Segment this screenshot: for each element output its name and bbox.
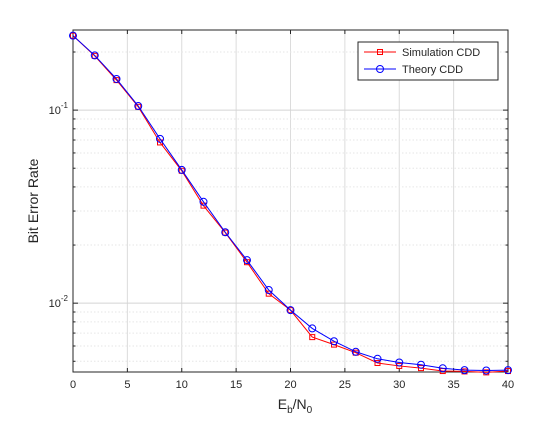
data-point-theory-cdd xyxy=(112,74,121,83)
y-axis-label: Bit Error Rate xyxy=(25,158,41,243)
x-tick-label: 20 xyxy=(284,379,296,391)
x-axis-label-slash: /N xyxy=(293,396,307,412)
x-axis-label: Eb/N0 xyxy=(278,396,313,416)
series-theory-cdd xyxy=(69,31,512,375)
data-point-theory-cdd xyxy=(417,360,425,369)
x-tick-label: 0 xyxy=(70,379,76,391)
data-point-theory-cdd xyxy=(482,366,491,375)
data-point-theory-cdd xyxy=(286,306,295,315)
data-point-simulation-cdd xyxy=(222,229,229,236)
data-point-simulation-cdd xyxy=(70,32,76,39)
data-point-theory-cdd xyxy=(308,324,317,333)
data-point-simulation-cdd xyxy=(331,341,337,348)
data-point-simulation-cdd xyxy=(91,52,98,59)
data-point-theory-cdd xyxy=(460,366,469,375)
data-point-simulation-cdd xyxy=(265,290,272,297)
y-tick-label: 10-2 xyxy=(49,294,69,310)
y-tick-label: 10-1 xyxy=(49,101,69,117)
data-point-theory-cdd xyxy=(199,197,208,206)
data-point-simulation-cdd xyxy=(396,362,403,369)
data-point-theory-cdd xyxy=(90,51,99,60)
legend-box xyxy=(357,41,499,81)
data-series xyxy=(69,31,512,376)
x-tick-label: 35 xyxy=(448,379,460,391)
legend-label-simulation: Simulation CDD xyxy=(402,47,480,59)
data-point-theory-cdd xyxy=(134,102,143,111)
x-axis-label-sub-2: 0 xyxy=(307,405,313,416)
series-line-theory-cdd xyxy=(72,35,509,371)
x-tick-label: 5 xyxy=(124,379,130,391)
data-point-simulation-cdd xyxy=(287,307,294,314)
x-axis-label-sub-1: b xyxy=(287,405,293,416)
data-point-theory-cdd xyxy=(221,228,230,237)
data-point-theory-cdd xyxy=(177,165,186,174)
legend: Simulation CDD Theory CDD xyxy=(357,41,499,81)
axis-ticks: 0 5 10 15 20 25 30 35 40 10-1 10-2 xyxy=(49,30,514,391)
legend-label-theory: Theory CDD xyxy=(402,64,463,76)
data-point-theory-cdd xyxy=(69,31,77,40)
data-point-theory-cdd xyxy=(264,286,273,295)
x-tick-label: 25 xyxy=(339,379,351,391)
data-point-theory-cdd xyxy=(351,347,360,356)
data-point-theory-cdd xyxy=(330,337,338,346)
data-point-simulation-cdd xyxy=(483,369,490,376)
data-point-theory-cdd xyxy=(373,354,382,363)
data-point-theory-cdd xyxy=(504,366,512,375)
data-point-theory-cdd xyxy=(395,358,404,367)
legend-marker-simulation xyxy=(377,49,383,55)
x-tick-label: 15 xyxy=(230,379,242,391)
legend-marker-theory xyxy=(376,65,384,73)
x-tick-label: 30 xyxy=(393,379,405,391)
x-tick-label: 10 xyxy=(176,379,188,391)
data-point-theory-cdd xyxy=(156,134,164,143)
x-axis-label-main: E xyxy=(278,396,287,412)
data-point-theory-cdd xyxy=(243,256,251,265)
data-point-simulation-cdd xyxy=(418,365,424,372)
x-tick-label: 40 xyxy=(502,379,514,391)
data-point-simulation-cdd xyxy=(309,334,316,341)
data-point-simulation-cdd xyxy=(374,359,381,366)
grid xyxy=(72,30,509,372)
data-point-theory-cdd xyxy=(438,364,447,373)
